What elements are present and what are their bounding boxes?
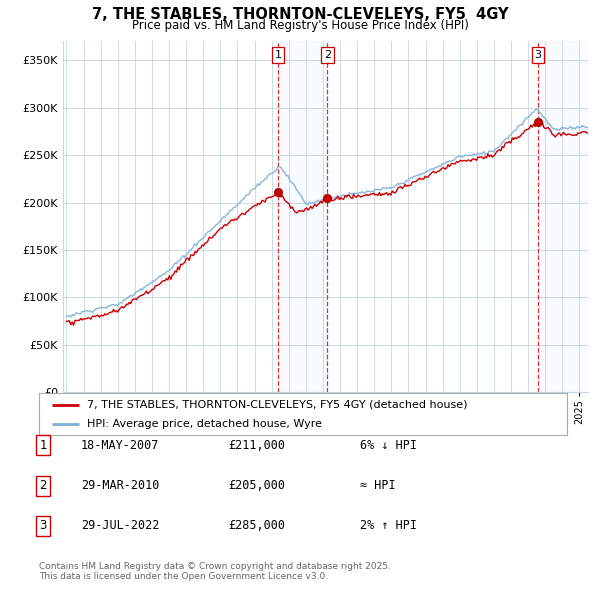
Text: ≈ HPI: ≈ HPI [360,479,395,492]
Text: 2: 2 [40,479,47,492]
Text: 29-JUL-2022: 29-JUL-2022 [81,519,160,532]
Text: 7, THE STABLES, THORNTON-CLEVELEYS, FY5  4GY: 7, THE STABLES, THORNTON-CLEVELEYS, FY5 … [92,7,508,22]
Bar [538,41,588,392]
Text: 1: 1 [40,439,47,452]
Bar [278,41,327,392]
Text: 6% ↓ HPI: 6% ↓ HPI [360,439,417,452]
Text: 7, THE STABLES, THORNTON-CLEVELEYS, FY5 4GY (detached house): 7, THE STABLES, THORNTON-CLEVELEYS, FY5 … [86,400,467,410]
Text: 29-MAR-2010: 29-MAR-2010 [81,479,160,492]
Text: 1: 1 [274,50,281,60]
Text: HPI: Average price, detached house, Wyre: HPI: Average price, detached house, Wyre [86,418,322,428]
Text: 3: 3 [535,50,542,60]
Text: £285,000: £285,000 [228,519,285,532]
Text: Price paid vs. HM Land Registry's House Price Index (HPI): Price paid vs. HM Land Registry's House … [131,19,469,32]
Text: 3: 3 [40,519,47,532]
Text: £211,000: £211,000 [228,439,285,452]
Text: Contains HM Land Registry data © Crown copyright and database right 2025.
This d: Contains HM Land Registry data © Crown c… [39,562,391,581]
Text: 2% ↑ HPI: 2% ↑ HPI [360,519,417,532]
Text: £205,000: £205,000 [228,479,285,492]
Text: 18-MAY-2007: 18-MAY-2007 [81,439,160,452]
Text: 2: 2 [323,50,331,60]
